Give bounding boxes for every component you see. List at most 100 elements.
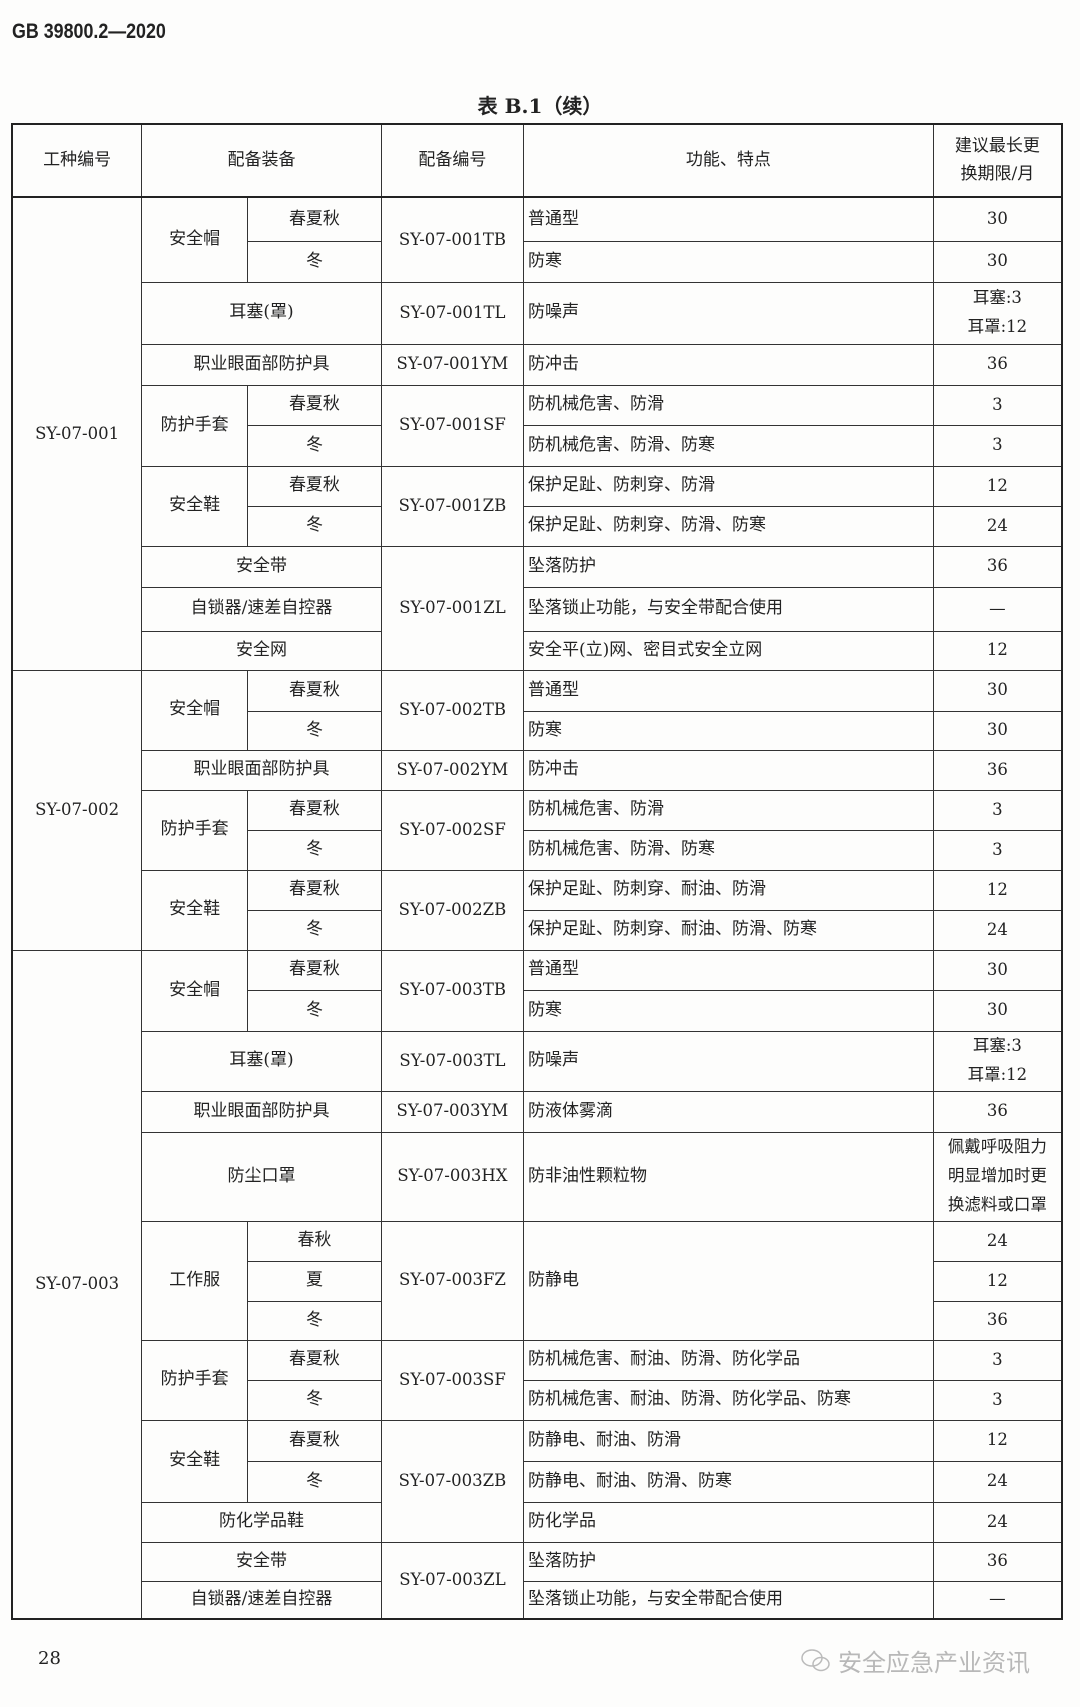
function-cell: 防静电、耐油、防滑、防寒 [523, 1460, 934, 1503]
replacement-period-cell: 36 [932, 343, 1063, 386]
watermark-text: 安全应急产业资讯 [838, 1649, 1030, 1677]
table-row: 自锁器/速差自控器 坠落锁止功能，与安全带配合使用 — [12, 1580, 1063, 1620]
equipment-cell: 防护手套 [141, 384, 249, 467]
replacement-period-cell: 3 [932, 789, 1063, 831]
equipment-cell: 防尘口罩 [141, 1131, 382, 1222]
equipment-cell: 自锁器/速差自控器 [141, 1580, 382, 1620]
equipment-code-cell: SY-07-001ZL [380, 545, 525, 671]
equipment-cell: 安全鞋 [141, 1419, 249, 1503]
replacement-period-cell: 36 [932, 545, 1063, 588]
function-cell: 防寒 [523, 989, 934, 1032]
season-cell: 春夏秋 [247, 465, 382, 507]
function-cell: 坠落锁止功能，与安全带配合使用 [523, 1580, 934, 1620]
season-cell: 冬 [247, 505, 382, 547]
wechat-icon [801, 1648, 830, 1671]
equipment-cell: 防护手套 [141, 1339, 249, 1421]
function-cell: 保护足趾、防刺穿、防滑、防寒 [523, 505, 934, 547]
function-cell: 防机械危害、耐油、防滑、防化学品、防寒 [523, 1379, 934, 1421]
replacement-period-cell: 24 [932, 505, 1063, 547]
table-row: 职业眼面部防护具 SY-07-002YM 防冲击 36 [12, 749, 1063, 791]
table-row: 冬 防寒 30 [12, 240, 1063, 283]
col-header-job-code: 工种编号 [11, 123, 143, 198]
table-row: 安全带 SY-07-003ZL 坠落防护 36 [12, 1541, 1063, 1620]
replacement-period-cell: 36 [932, 1090, 1063, 1133]
equipment-cell: 自锁器/速差自控器 [141, 586, 382, 632]
col-header-equipment: 配备装备 [141, 123, 382, 198]
replacement-period-cell: 30 [932, 669, 1063, 712]
equipment-cell: 安全帽 [141, 196, 249, 283]
equipment-code-cell: SY-07-003YM [380, 1090, 525, 1133]
equipment-code-cell: SY-07-003TB [380, 949, 525, 1032]
replacement-period-cell: 30 [932, 949, 1063, 991]
replacement-period-cell: 12 [932, 869, 1063, 911]
replacement-period-cell: 30 [932, 710, 1063, 751]
equipment-cell: 职业眼面部防护具 [141, 1090, 382, 1133]
table-row: 冬 保护足趾、防刺穿、防滑、防寒 24 [12, 505, 1063, 547]
equipment-cell: 安全帽 [141, 949, 249, 1032]
replacement-period-cell: 12 [932, 465, 1063, 507]
season-cell: 冬 [247, 424, 382, 467]
function-cell: 防机械危害、防滑 [523, 384, 934, 426]
function-cell: 保护足趾、防刺穿、防滑 [523, 465, 934, 507]
replacement-period-cell: 3 [932, 829, 1063, 871]
col-header-function: 功能、特点 [523, 123, 934, 198]
function-cell: 防冲击 [523, 749, 934, 791]
replacement-period-cell: 3 [932, 384, 1063, 426]
table-row: 耳塞(罩) SY-07-001TL 防噪声 耳塞:3 耳罩:12 [12, 281, 1063, 345]
equipment-code-cell: SY-07-003ZB [380, 1419, 525, 1543]
table-row: 防化学品鞋 防化学品 24 [12, 1501, 1063, 1543]
table-row: 冬 保护足趾、防刺穿、耐油、防滑、防寒 24 [12, 909, 1063, 951]
replacement-period-cell: 36 [932, 1300, 1063, 1341]
table-row: SY-07-002 安全帽 春夏秋 SY-07-002TB 普通型 30 [11, 669, 1063, 951]
col-header-equipment-code: 配备编号 [380, 123, 525, 198]
equipment-code-cell: SY-07-002ZB [380, 869, 525, 951]
equipment-cell: 安全鞋 [141, 869, 249, 951]
replacement-period-cell: 耳塞:3 耳罩:12 [932, 281, 1063, 345]
job-code-cell: SY-07-002 [11, 669, 143, 951]
season-cell: 冬 [247, 909, 382, 951]
table-row: 夏 12 [12, 1260, 1063, 1302]
page-number: 28 [38, 1648, 61, 1669]
table-row: SY-07-003 安全帽 春夏秋 SY-07-003TB 普通型 30 [11, 949, 1063, 1620]
equipment-cell: 安全网 [141, 630, 382, 671]
function-cell: 防机械危害、防滑、防寒 [523, 424, 934, 467]
equipment-code-cell: SY-07-001SF [380, 384, 525, 467]
equipment-code-cell: SY-07-003SF [380, 1339, 525, 1421]
season-cell: 冬 [247, 1379, 382, 1421]
replacement-period-cell: 30 [932, 989, 1063, 1032]
function-cell: 保护足趾、防刺穿、耐油、防滑 [523, 869, 934, 911]
table-title: 表 B.1（续） [477, 94, 603, 118]
equipment-cell: 安全带 [141, 545, 382, 588]
table-row: 工作服 春秋 SY-07-003FZ 防静电 24 [12, 1220, 1063, 1341]
season-cell: 春夏秋 [247, 384, 382, 426]
equipment-table: 工种编号 配备装备 配备编号 功能、特点 建议最长更 换期限/月 SY-07-0… [11, 123, 1063, 1620]
function-cell: 防静电 [523, 1220, 934, 1341]
equipment-code-cell: SY-07-003FZ [380, 1220, 525, 1341]
replacement-period-cell: 24 [932, 1501, 1063, 1543]
function-cell: 普通型 [523, 196, 934, 242]
table-row: 安全鞋 春夏秋 SY-07-002ZB 保护足趾、防刺穿、耐油、防滑 12 [12, 869, 1063, 951]
season-cell: 冬 [247, 1460, 382, 1503]
table-row: 安全网 安全平(立)网、密目式安全立网 12 [12, 630, 1063, 671]
replacement-period-cell: — [932, 1580, 1063, 1620]
table-row: 安全鞋 春夏秋 SY-07-001ZB 保护足趾、防刺穿、防滑 12 [12, 465, 1063, 547]
table-row: SY-07-001 安全帽 春夏秋 SY-07-001TB 普通型 30 [11, 196, 1063, 671]
function-cell: 坠落防护 [523, 1541, 934, 1582]
table-row: 冬 防机械危害、防滑、防寒 3 [12, 424, 1063, 467]
job-code-cell: SY-07-001 [11, 196, 143, 671]
replacement-period-cell: 12 [932, 630, 1063, 671]
replacement-period-cell: 3 [932, 1339, 1063, 1381]
season-cell: 春夏秋 [247, 949, 382, 991]
table-row: 冬 防机械危害、耐油、防滑、防化学品、防寒 3 [12, 1379, 1063, 1421]
function-cell: 防噪声 [523, 1030, 934, 1092]
function-cell: 普通型 [523, 669, 934, 712]
equipment-code-cell: SY-07-001TL [380, 281, 525, 345]
equipment-code-cell: SY-07-001TB [380, 196, 525, 283]
function-cell: 防液体雾滴 [523, 1090, 934, 1133]
job-code-cell: SY-07-003 [11, 949, 143, 1620]
equipment-cell: 职业眼面部防护具 [141, 749, 382, 791]
standard-number: GB 39800.2—2020 [12, 20, 166, 43]
table-row: 防护手套 春夏秋 SY-07-002SF 防机械危害、防滑 3 [12, 789, 1063, 871]
table-row: 冬 防寒 30 [12, 989, 1063, 1032]
table-row: 安全带 SY-07-001ZL 坠落防护 36 [12, 545, 1063, 671]
